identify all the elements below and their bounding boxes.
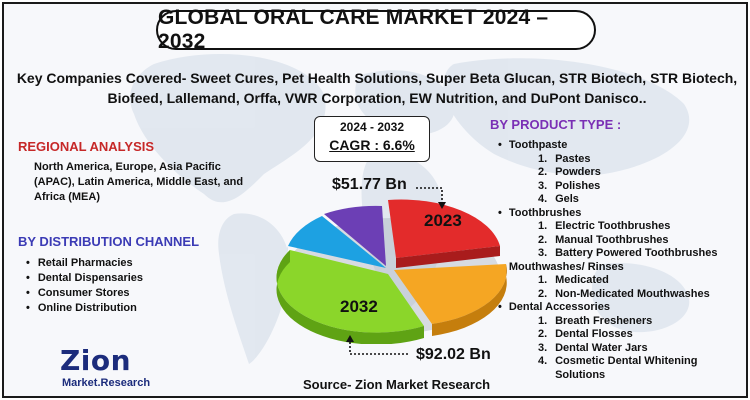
market-pie-graphic: 2023 2032	[276, 199, 507, 344]
forecast-box: 2024 - 2032 CAGR : 6.6%	[314, 116, 430, 162]
list-item: 2. Non-Medicated Mouthwashes	[538, 287, 710, 300]
list-item: 1. Pastes	[538, 152, 591, 165]
forecast-years: 2024 - 2032	[339, 120, 405, 134]
page-title: GLOBAL ORAL CARE MARKET 2024 – 2032	[156, 6, 596, 53]
list-item: 1. Electric Toothbrushes	[538, 220, 671, 232]
list-item: Consumer Stores	[26, 286, 143, 301]
value-2032: $92.02 Bn	[416, 346, 491, 363]
list-item: Dental Dispensaries	[26, 271, 143, 286]
pie-slice-orange	[394, 264, 507, 324]
logo-sub-text: Market.Research	[62, 377, 151, 389]
list-item: 3. Dental Water Jars	[538, 341, 648, 354]
pie-slice-blue	[288, 216, 386, 268]
list-item: Online Distribution	[26, 301, 143, 316]
regional-analysis-title: REGIONAL ANALYSIS	[18, 139, 155, 154]
list-item: 2. Dental Flosses	[538, 328, 633, 340]
list-item: 1. Medicated	[538, 274, 609, 286]
key-companies-text: Key Companies Covered- Sweet Cures, Pet …	[16, 70, 738, 106]
product-category: Mouthwashes/ Rinses 1. Medicated 2. Non-…	[509, 261, 746, 302]
list-item: 2. Powders	[538, 166, 601, 178]
zion-logo: Zion Market.Research	[60, 344, 170, 396]
cagr-value: CAGR : 6.6%	[329, 137, 415, 153]
list-item: 2. Manual Toothbrushes	[538, 233, 669, 246]
distribution-channel-list: Retail Pharmacies Dental Dispensaries Co…	[26, 256, 143, 316]
product-type-title: BY PRODUCT TYPE :	[490, 117, 622, 132]
arrow-2023	[416, 187, 446, 209]
product-type-list: Toothpaste 1. Pastes 2. Powders 3. Polis…	[509, 139, 746, 382]
product-category: Toothpaste 1. Pastes 2. Powders 3. Polis…	[509, 139, 746, 207]
arrow-2032	[346, 335, 408, 355]
list-item: 1. Breath Fresheners	[538, 314, 653, 327]
pie-slice-red	[388, 199, 500, 258]
list-item: 4. Cosmetic Dental Whitening Solutions	[538, 355, 698, 381]
product-category: Dental Accessories 1. Breath Fresheners …	[509, 301, 746, 382]
logo-main-text: Zion	[60, 344, 132, 377]
list-item: 4. Gels	[538, 193, 579, 205]
product-category: Toothbrushes 1. Electric Toothbrushes 2.…	[509, 207, 746, 261]
list-item: 3. Battery Powered Toothbrushes	[538, 247, 718, 259]
product-category-label: Mouthwashes/ Rinses	[509, 261, 624, 273]
regional-analysis-text: North America, Europe, Asia Pacific (APA…	[34, 161, 244, 203]
product-category-label: Toothpaste	[509, 139, 567, 151]
distribution-channel-title: BY DISTRIBUTION CHANNEL	[18, 234, 200, 249]
value-2023: $51.77 Bn	[332, 176, 407, 193]
label-2023: 2023	[424, 211, 462, 230]
product-category-label: Toothbrushes	[509, 207, 582, 219]
label-2032: 2032	[340, 297, 378, 316]
list-item: 3. Polishes	[538, 179, 601, 192]
source-text: Source- Zion Market Research	[303, 377, 491, 392]
product-category-label: Dental Accessories	[509, 301, 610, 313]
pie-slice-purple	[324, 205, 386, 266]
pie-slice-green	[276, 250, 424, 333]
list-item: Retail Pharmacies	[26, 256, 143, 271]
